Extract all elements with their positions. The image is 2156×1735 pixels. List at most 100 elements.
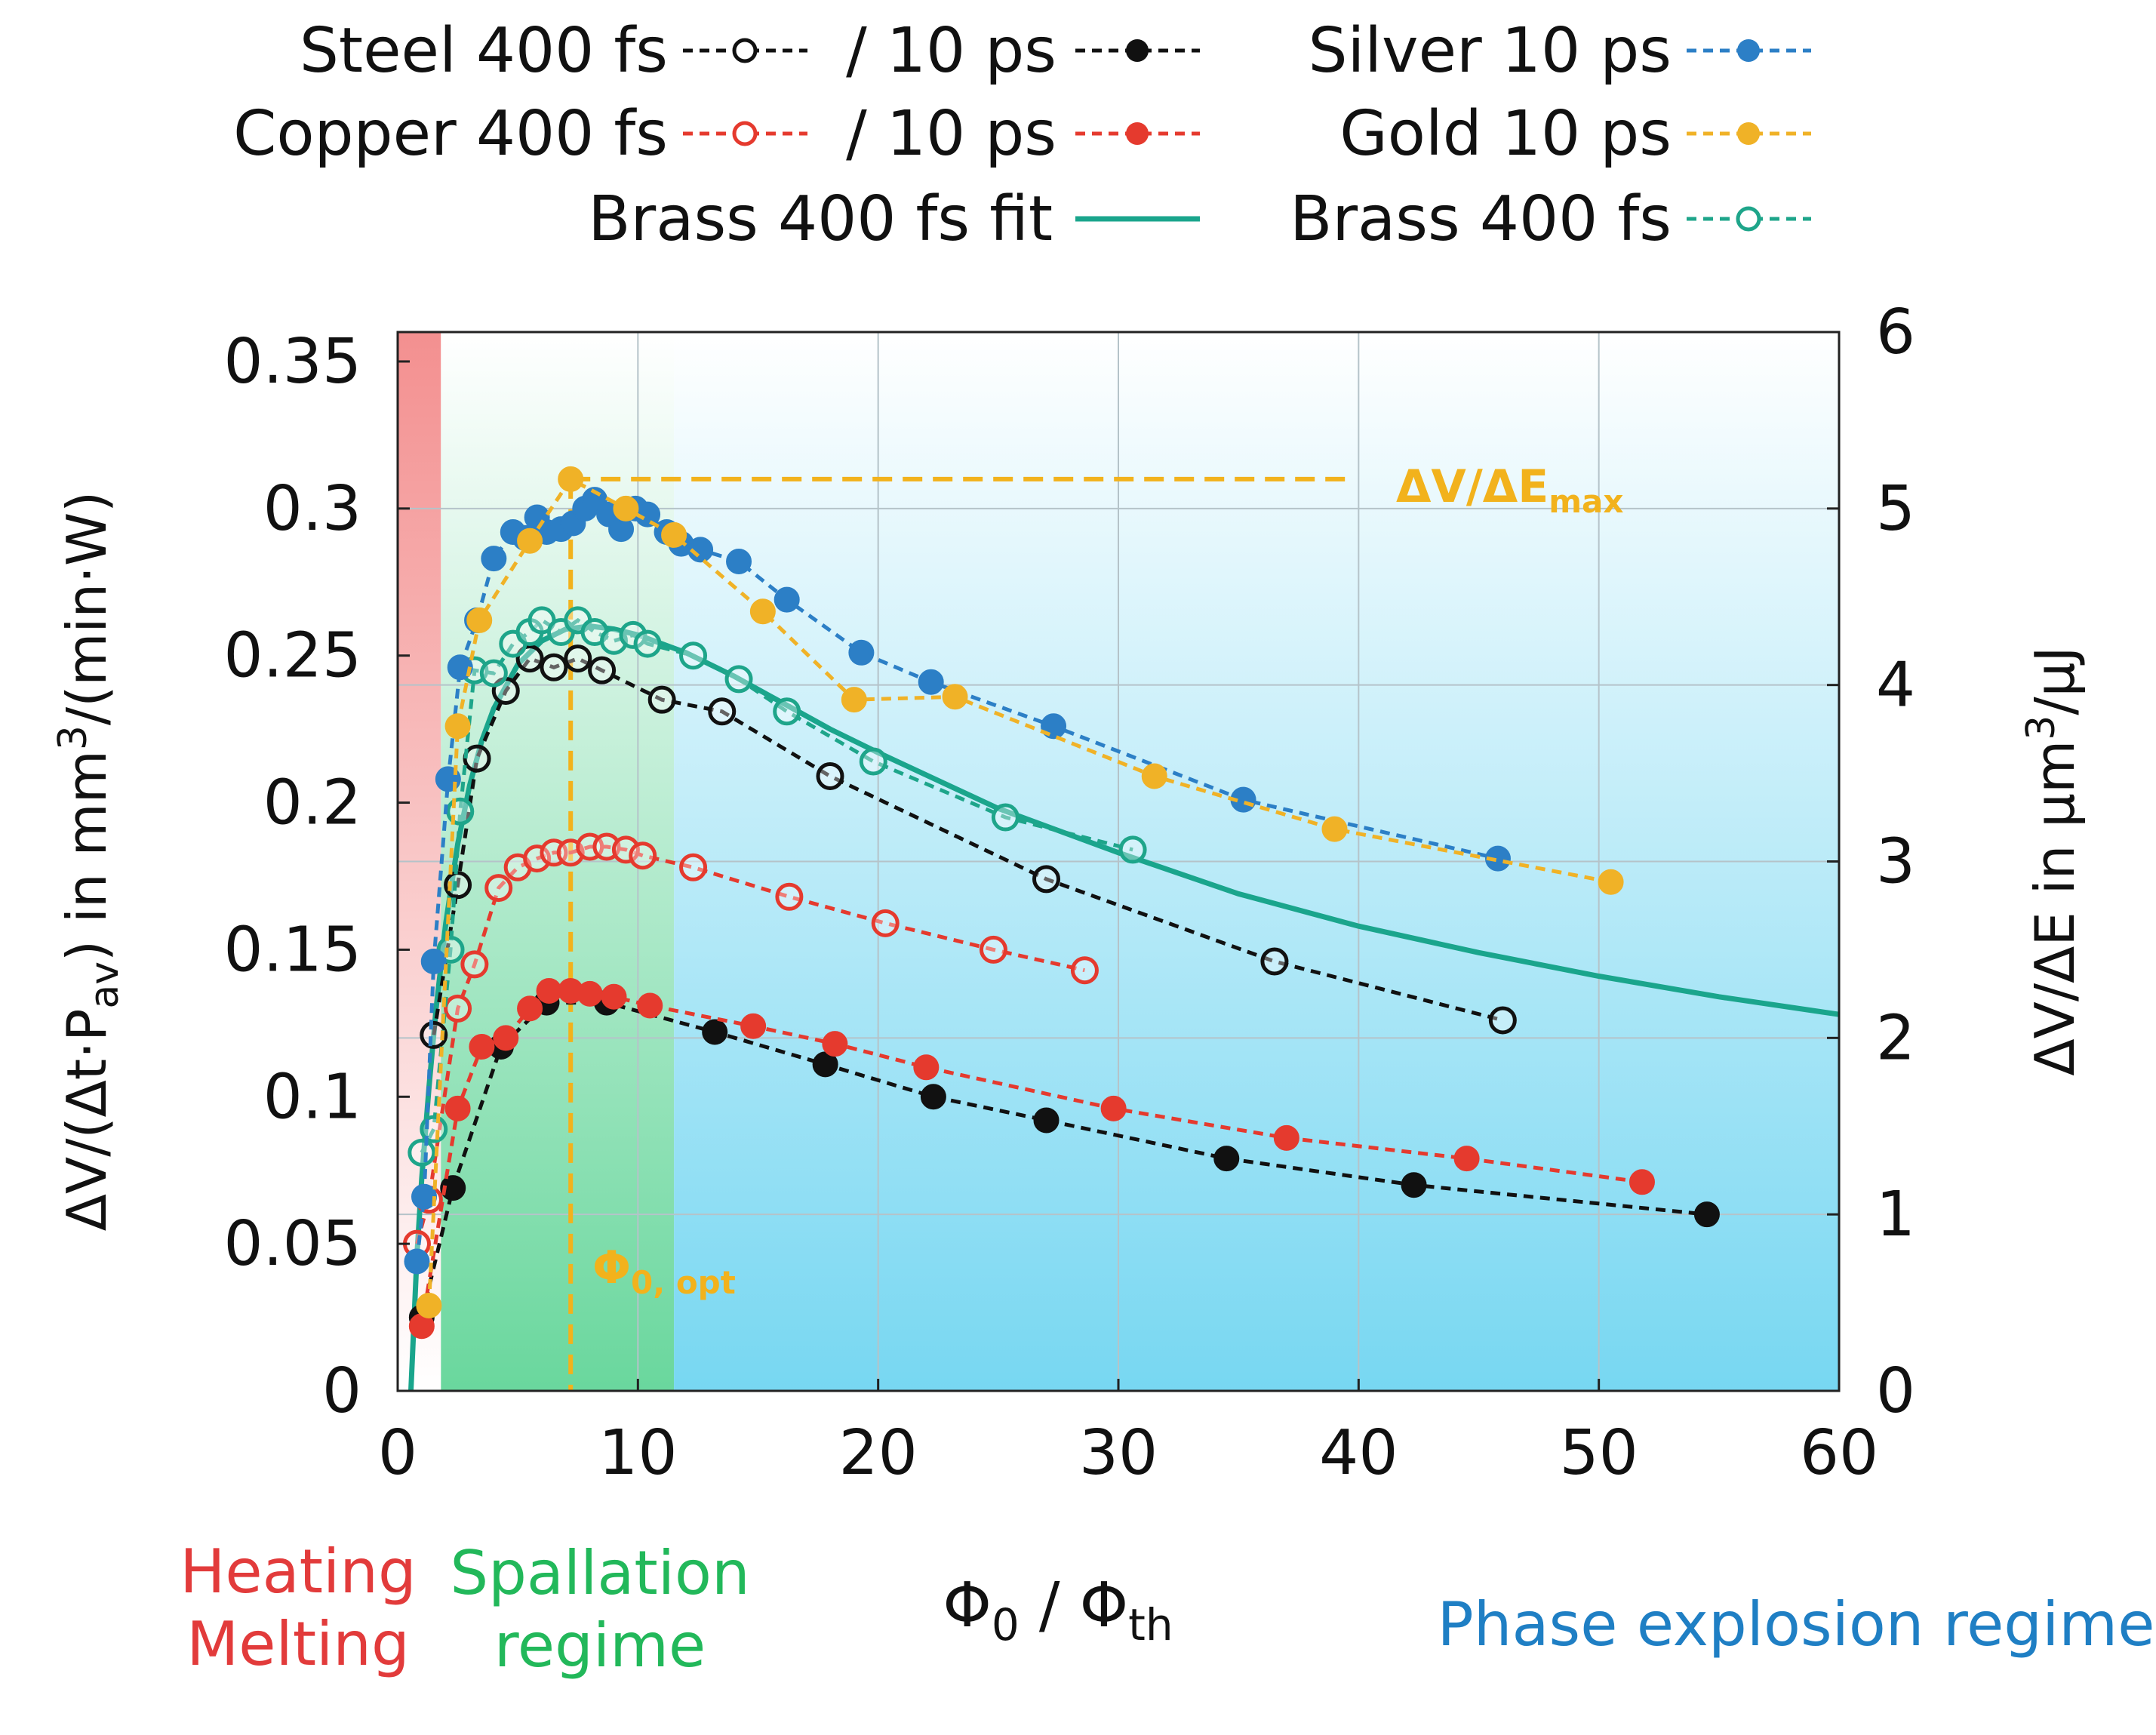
x-axis-title: Φ0 / Φth xyxy=(943,1570,1173,1650)
data-point-silver_10ps xyxy=(404,1248,430,1275)
legend-marker xyxy=(1737,122,1760,145)
legend-label: / 10 ps xyxy=(846,15,1056,87)
y-left-tick-label: 0.2 xyxy=(263,768,361,839)
regime-label: Heating Melting xyxy=(180,1537,416,1679)
x-tick-label: 50 xyxy=(1559,1417,1638,1489)
data-point-steel_400fs xyxy=(463,744,491,773)
x-tick-label: 40 xyxy=(1319,1417,1398,1489)
data-point-silver_10ps xyxy=(481,546,507,572)
data-point-copper_10ps xyxy=(469,1034,495,1060)
legend-marker xyxy=(1736,206,1761,232)
data-point-gold_10ps xyxy=(1598,869,1624,895)
data-point-steel_400fs xyxy=(540,653,568,681)
legend-label: Silver 10 ps xyxy=(1308,15,1672,87)
data-point-copper_400fs xyxy=(775,882,804,911)
legend-label: Brass 400 fs fit xyxy=(588,183,1053,255)
y-right-tick-label: 5 xyxy=(1876,473,1915,545)
data-point-copper_10ps xyxy=(1629,1169,1655,1195)
x-tick-label: 20 xyxy=(838,1417,917,1489)
data-point-steel_400fs xyxy=(647,685,676,714)
x-tick-label: 30 xyxy=(1079,1417,1158,1489)
y-right-tick-label: 0 xyxy=(1876,1355,1915,1427)
legend-marker xyxy=(1126,122,1149,145)
y-right-tick-label: 2 xyxy=(1876,1002,1915,1074)
data-point-copper_400fs xyxy=(484,874,513,903)
data-point-steel_10ps xyxy=(1033,1107,1060,1134)
data-point-gold_10ps xyxy=(444,713,471,740)
y-axis-left-title: ΔV/(Δt·Pav) in mm3/(min·W) xyxy=(51,491,128,1231)
data-point-steel_400fs xyxy=(588,656,617,684)
y-axis-right-title: ΔV/ΔE in µm3/µJ xyxy=(2019,646,2087,1075)
legend-item-brass_400fs: Brass 400 fs xyxy=(1290,183,1811,255)
data-point-brass_400fs xyxy=(773,697,801,726)
series-copper_10ps xyxy=(408,977,1655,1340)
data-point-copper_10ps xyxy=(601,983,627,1010)
x-tick-label: 60 xyxy=(1800,1417,1878,1489)
data-point-copper_10ps xyxy=(740,1013,767,1039)
data-point-brass_400fs xyxy=(991,803,1020,832)
data-point-gold_10ps xyxy=(1141,763,1167,789)
data-point-silver_10ps xyxy=(447,654,473,681)
regime-label: Phase explosion regime xyxy=(1438,1589,2155,1660)
data-point-copper_10ps xyxy=(517,995,543,1022)
y-left-tick-label: 0.35 xyxy=(223,326,361,398)
series-copper_400fs xyxy=(402,832,1099,1258)
x-tick-label: 0 xyxy=(378,1417,417,1489)
data-point-steel_10ps xyxy=(1693,1201,1720,1228)
data-point-brass_400fs xyxy=(408,1138,436,1167)
data-point-copper_400fs xyxy=(1070,956,1099,985)
legend-item-silver_10ps: Silver 10 ps xyxy=(1308,15,1811,87)
data-point-steel_400fs xyxy=(1260,947,1289,976)
data-point-gold_10ps xyxy=(942,684,968,710)
legend-label: Copper 400 fs xyxy=(233,98,668,170)
data-point-steel_400fs xyxy=(708,697,737,726)
annotation-max: ΔV/ΔEmax xyxy=(1396,460,1623,520)
data-point-copper_10ps xyxy=(1273,1124,1299,1151)
y-left-tick-label: 0.15 xyxy=(223,914,361,986)
data-point-steel_400fs xyxy=(1032,865,1060,894)
data-point-gold_10ps xyxy=(466,607,493,633)
legend: Steel 400 fs / 10 ps Silver 10 ps Copper 40… xyxy=(233,15,1811,255)
series-line-silver_10ps xyxy=(415,497,1499,1262)
legend-item-copper_400fs: Copper 400 fs xyxy=(233,98,807,170)
data-point-brass_400fs xyxy=(633,629,662,658)
data-point-copper_10ps xyxy=(1453,1146,1480,1172)
data-point-gold_10ps xyxy=(749,598,776,625)
y-right-tick-label: 1 xyxy=(1876,1179,1915,1250)
data-point-steel_10ps xyxy=(1401,1172,1427,1198)
legend-label: Steel 400 fs xyxy=(300,15,668,87)
annotation-opt: Φ0, opt xyxy=(592,1241,736,1301)
data-point-copper_400fs xyxy=(629,841,657,870)
data-point-copper_10ps xyxy=(444,1095,471,1121)
legend-item-copper_10ps: / 10 ps xyxy=(846,98,1200,170)
y-right-tick-label: 4 xyxy=(1876,650,1915,721)
data-point-brass_400fs xyxy=(619,620,647,649)
legend-item-brass_fit: Brass 400 fs fit xyxy=(588,183,1200,255)
x-tick-label: 10 xyxy=(598,1417,677,1489)
data-point-brass_400fs xyxy=(679,641,708,670)
data-point-copper_400fs xyxy=(871,909,900,937)
data-point-copper_10ps xyxy=(822,1031,848,1057)
data-point-steel_10ps xyxy=(702,1019,728,1045)
series-line-steel_10ps xyxy=(420,1001,1708,1318)
data-point-gold_10ps xyxy=(517,528,543,554)
legend-marker xyxy=(1737,39,1760,62)
series-silver_10ps xyxy=(404,487,1511,1275)
data-point-copper_10ps xyxy=(1100,1095,1127,1121)
plot-series xyxy=(402,466,1840,1392)
data-point-silver_10ps xyxy=(420,949,447,975)
data-point-steel_10ps xyxy=(812,1051,838,1078)
data-point-gold_10ps xyxy=(558,466,584,492)
legend-label: / 10 ps xyxy=(846,98,1056,170)
series-steel_400fs xyxy=(420,644,1517,1049)
regime-label: Spallation regime xyxy=(450,1538,749,1681)
data-point-gold_10ps xyxy=(613,495,639,521)
data-point-silver_10ps xyxy=(774,586,800,613)
data-point-silver_10ps xyxy=(848,639,875,666)
y-left-tick-label: 0.1 xyxy=(263,1061,361,1133)
legend-label: Brass 400 fs xyxy=(1290,183,1672,255)
legend-label: Gold 10 ps xyxy=(1339,98,1672,170)
data-point-steel_10ps xyxy=(920,1084,946,1110)
data-point-brass_400fs xyxy=(859,747,887,776)
